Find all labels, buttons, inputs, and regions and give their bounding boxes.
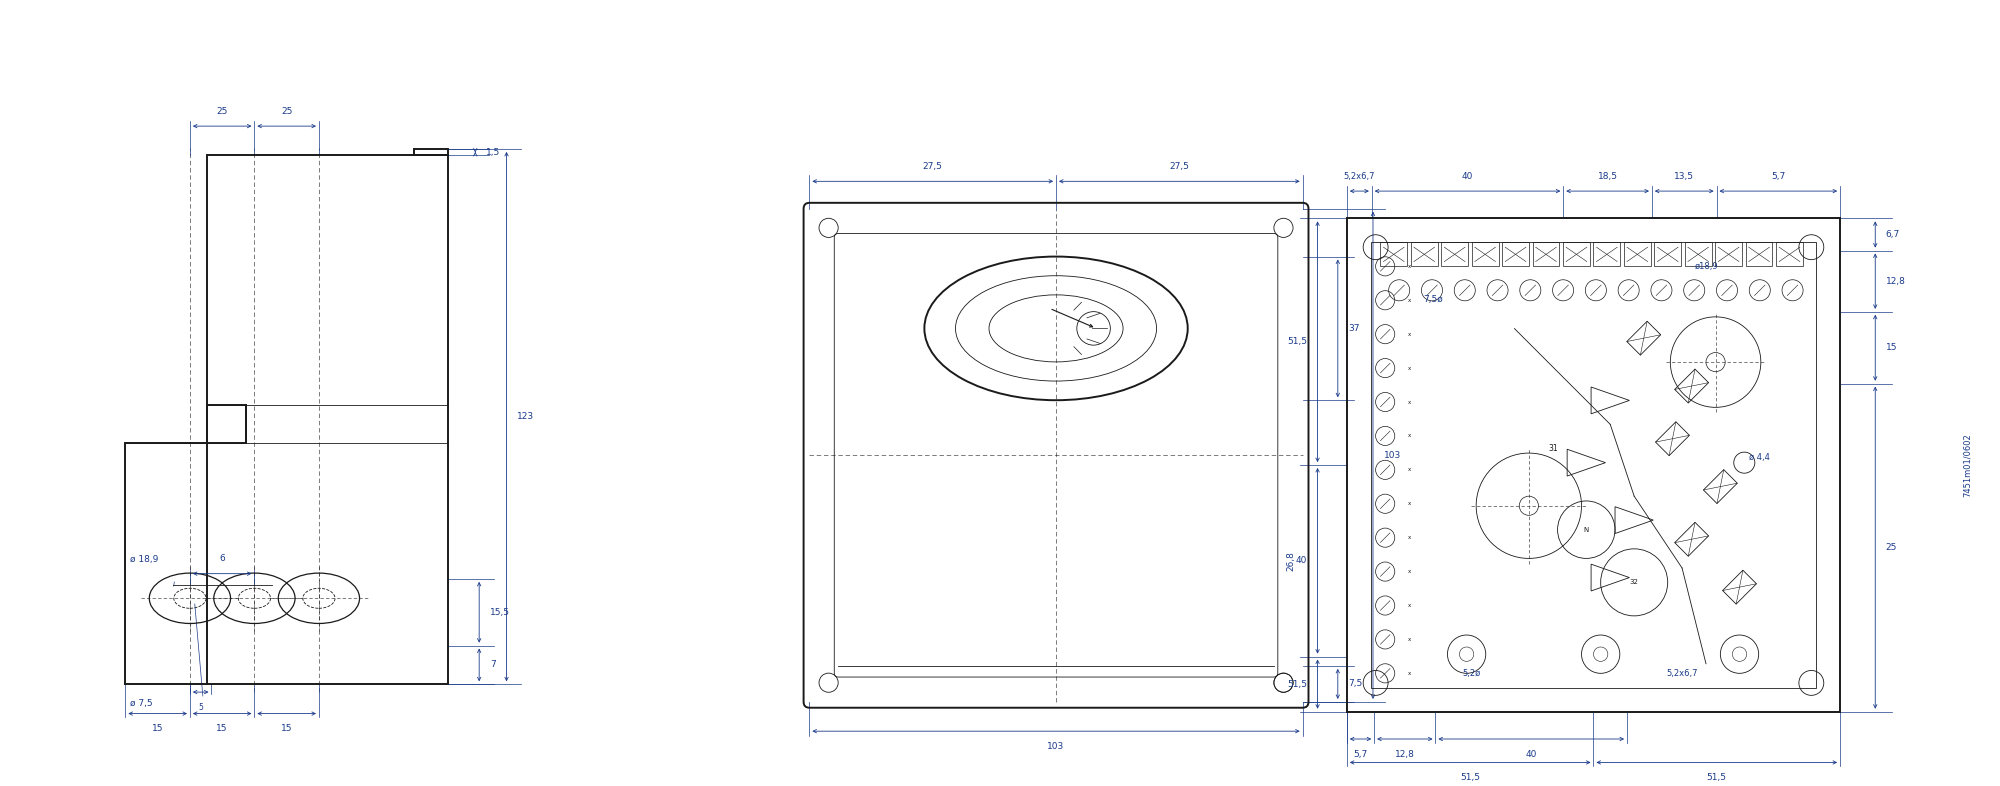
Text: 15: 15	[152, 724, 164, 733]
Text: x: x	[1408, 535, 1412, 540]
Text: 1,5: 1,5	[486, 148, 500, 156]
Text: 5,7: 5,7	[1354, 750, 1368, 758]
Text: 51,5: 51,5	[1288, 680, 1308, 689]
Text: 40: 40	[1462, 171, 1474, 181]
Bar	[1472, 242, 1498, 266]
Bar	[1380, 242, 1408, 266]
Bar	[1776, 242, 1802, 266]
Text: 12,8: 12,8	[1886, 277, 1906, 285]
Bar	[1654, 242, 1682, 266]
Text: 6: 6	[220, 554, 226, 563]
Text: x: x	[1408, 399, 1412, 405]
Text: x: x	[1408, 637, 1412, 642]
Bar	[1594, 242, 1620, 266]
Bar	[1746, 242, 1772, 266]
Text: 25: 25	[1886, 543, 1898, 552]
Text: 5,2ø: 5,2ø	[1462, 669, 1480, 678]
Text: 25: 25	[280, 107, 292, 116]
Text: 7: 7	[490, 660, 496, 670]
Text: 7,5: 7,5	[1348, 679, 1362, 689]
Text: N: N	[1584, 527, 1588, 533]
Text: 25: 25	[216, 107, 228, 116]
Text: x: x	[1408, 365, 1412, 370]
Text: 27,5: 27,5	[922, 162, 942, 171]
Bar	[1346, 219, 1840, 711]
Text: 32: 32	[1630, 579, 1638, 586]
Bar	[1624, 242, 1650, 266]
Text: 18,5: 18,5	[1598, 171, 1618, 181]
Text: 37: 37	[1348, 324, 1360, 333]
Text: ø 18,9: ø 18,9	[130, 555, 158, 564]
Bar	[1370, 242, 1816, 688]
Bar	[1410, 242, 1438, 266]
Text: 15: 15	[280, 724, 292, 733]
Text: x: x	[1408, 501, 1412, 506]
Text: x: x	[1408, 264, 1412, 269]
Bar	[1532, 242, 1560, 266]
Text: x: x	[1408, 569, 1412, 574]
Bar	[1502, 242, 1528, 266]
Text: 31: 31	[1548, 444, 1558, 453]
Bar	[1684, 242, 1712, 266]
Text: x: x	[1408, 603, 1412, 608]
Text: x: x	[1408, 670, 1412, 676]
Text: 5,7: 5,7	[1772, 171, 1786, 181]
Text: ø 4,4: ø 4,4	[1750, 454, 1770, 462]
Text: 51,5: 51,5	[1288, 337, 1308, 347]
Text: 5: 5	[198, 703, 204, 711]
Text: x: x	[1408, 298, 1412, 303]
Text: 103: 103	[1048, 742, 1064, 751]
Text: 51,5: 51,5	[1706, 773, 1726, 782]
Text: 5,2x6,7: 5,2x6,7	[1344, 171, 1376, 181]
Bar	[1716, 242, 1742, 266]
Text: ø 7,5: ø 7,5	[130, 699, 152, 708]
Text: 40: 40	[1526, 750, 1536, 758]
Text: 7,5ø: 7,5ø	[1424, 296, 1442, 304]
Text: 15: 15	[216, 724, 228, 733]
Text: 123: 123	[518, 412, 534, 421]
Text: 51,5: 51,5	[1460, 773, 1480, 782]
Text: ø18,9: ø18,9	[1694, 262, 1718, 271]
Text: 103: 103	[1384, 451, 1400, 460]
Text: 7451m01/0602: 7451m01/0602	[1962, 433, 1972, 497]
Text: 12,8: 12,8	[1394, 750, 1414, 758]
Text: 6,7: 6,7	[1886, 230, 1900, 239]
Text: x: x	[1408, 332, 1412, 336]
Text: 15,5: 15,5	[490, 608, 510, 617]
Text: 13,5: 13,5	[1674, 171, 1694, 181]
Text: 5,2x6,7: 5,2x6,7	[1666, 669, 1698, 678]
Text: 15: 15	[1886, 343, 1898, 352]
Text: x: x	[1408, 468, 1412, 472]
Bar	[414, 149, 448, 156]
Text: x: x	[1408, 433, 1412, 439]
Bar	[1442, 242, 1468, 266]
Text: 40: 40	[1296, 556, 1308, 565]
Bar	[1564, 242, 1590, 266]
Text: 27,5: 27,5	[1170, 162, 1190, 171]
Text: 26,8: 26,8	[1286, 551, 1296, 571]
